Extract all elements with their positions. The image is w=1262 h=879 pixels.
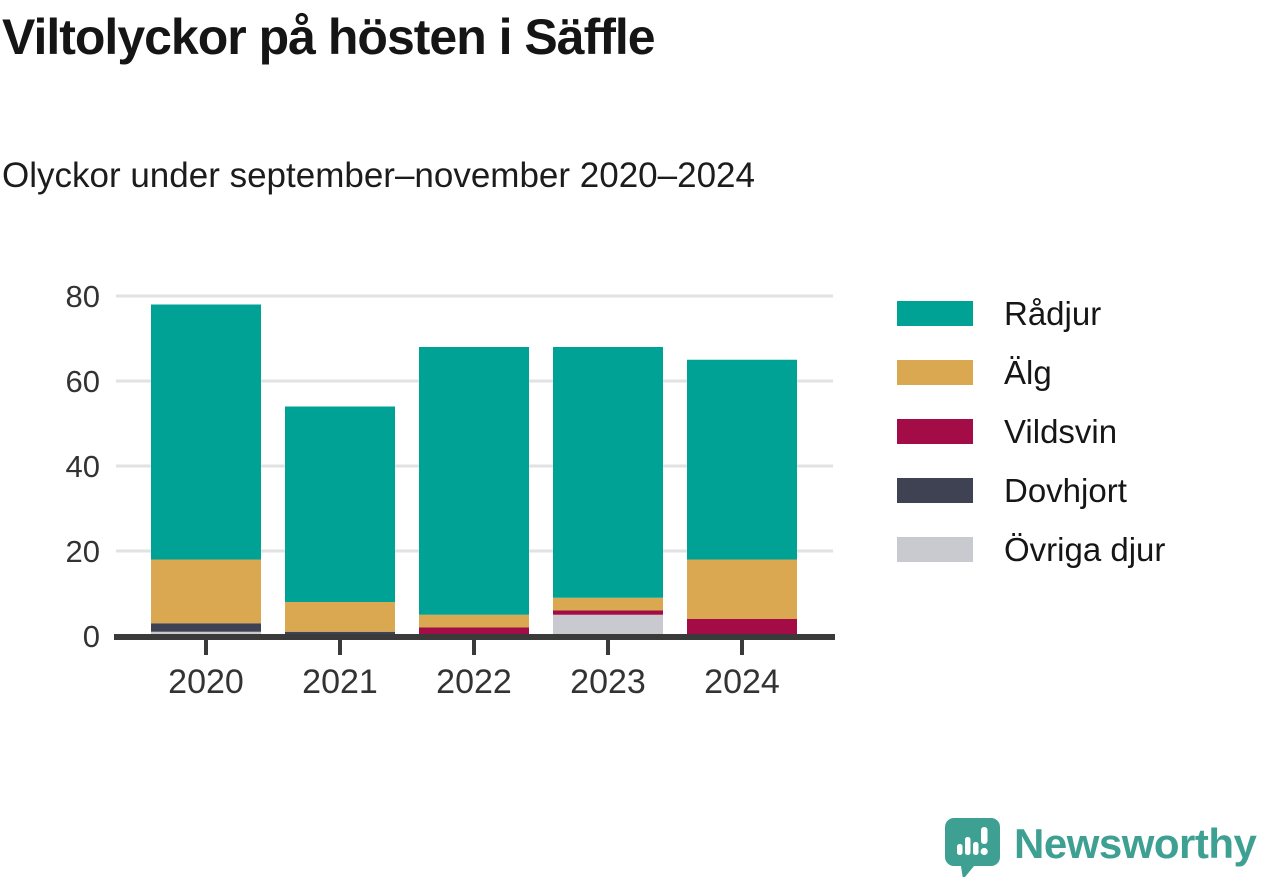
bar-segment bbox=[151, 623, 261, 632]
bar-segment bbox=[419, 614, 529, 628]
bar-segment bbox=[151, 631, 261, 636]
legend-swatch-ovriga bbox=[897, 537, 973, 562]
legend-item: Dovhjort bbox=[897, 474, 1165, 507]
legend-item: Vildsvin bbox=[897, 415, 1165, 448]
chart-subtitle: Olyckor under september–november 2020–20… bbox=[2, 156, 755, 195]
logo-bar-2 bbox=[965, 837, 971, 855]
bar-segment bbox=[553, 610, 663, 615]
stacked-bar-chart: 0 20 40 60 80 2020 2021 2022 2023 2024 bbox=[66, 279, 835, 701]
legend-item: Älg bbox=[897, 356, 1165, 389]
speech-bubble-shape bbox=[945, 818, 1000, 877]
newsworthy-logo-icon bbox=[945, 818, 1000, 877]
legend-label: Älg bbox=[1004, 354, 1052, 391]
bar-segment bbox=[285, 602, 395, 632]
logo-bar-1 bbox=[957, 844, 963, 855]
bar-segment bbox=[687, 359, 797, 560]
legend-swatch-radjur bbox=[897, 301, 973, 326]
bar-segment bbox=[553, 347, 663, 598]
y-tick-label: 80 bbox=[66, 279, 100, 314]
chart-title: Viltolyckor på hösten i Säffle bbox=[2, 9, 656, 65]
legend-swatch-alg bbox=[897, 360, 973, 385]
newsworthy-logo-text: Newsworthy bbox=[1014, 820, 1257, 867]
x-tick-label: 2021 bbox=[302, 663, 378, 701]
legend-swatch-vildsvin bbox=[897, 419, 973, 444]
bar-segment bbox=[419, 347, 529, 615]
bar-segment bbox=[553, 597, 663, 611]
legend-item: Rådjur bbox=[897, 297, 1165, 330]
y-tick-label: 40 bbox=[66, 449, 100, 484]
bar-segment bbox=[151, 559, 261, 624]
legend-label: Vildsvin bbox=[1004, 413, 1118, 450]
bar-segment bbox=[151, 304, 261, 560]
legend-label: Dovhjort bbox=[1004, 472, 1127, 509]
logo-bar-3 bbox=[973, 842, 979, 855]
bar-segment bbox=[687, 559, 797, 619]
x-axis-line bbox=[114, 634, 835, 640]
legend-label: Övriga djur bbox=[1004, 531, 1166, 568]
x-tick-label: 2022 bbox=[436, 663, 512, 701]
legend-label: Rådjur bbox=[1004, 295, 1102, 332]
bar-segment bbox=[553, 614, 663, 636]
bar-segment bbox=[285, 406, 395, 602]
logo-exclamation-bar bbox=[981, 827, 988, 844]
y-tick-label: 60 bbox=[66, 364, 100, 399]
y-tick-label: 20 bbox=[66, 534, 100, 569]
chart-legend: Rådjur Älg Vildsvin Dovhjort Övriga djur bbox=[897, 297, 1165, 596]
bar-segment bbox=[285, 631, 395, 636]
y-tick-label: 0 bbox=[83, 619, 100, 654]
x-tick-label: 2020 bbox=[168, 663, 244, 701]
x-tick-label: 2023 bbox=[570, 663, 646, 701]
bar-segment bbox=[419, 627, 529, 636]
x-tick-label: 2024 bbox=[704, 663, 780, 701]
bar-segment bbox=[687, 619, 797, 636]
legend-swatch-dovhjort bbox=[897, 478, 973, 503]
logo-exclamation-dot bbox=[980, 847, 988, 856]
legend-item: Övriga djur bbox=[897, 533, 1165, 566]
newsworthy-branding: Newsworthy bbox=[944, 817, 1257, 877]
